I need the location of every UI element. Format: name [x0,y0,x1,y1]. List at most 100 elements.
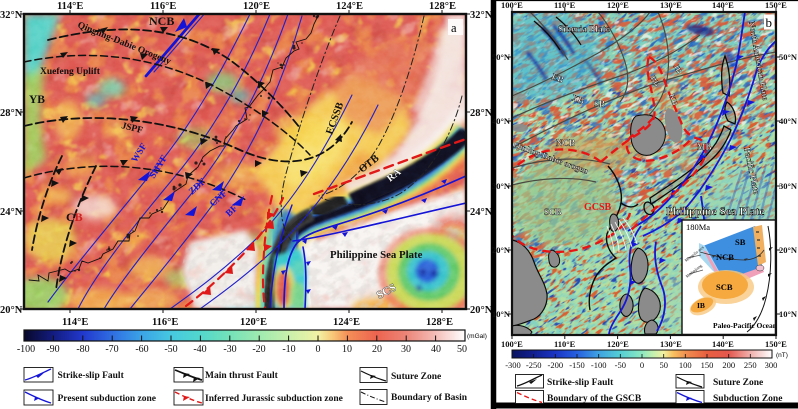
svg-text:-100: -100 [591,360,607,370]
svg-text:-30: -30 [223,344,236,355]
svg-text:200: 200 [722,360,735,370]
svg-text:SB: SB [594,99,605,109]
svg-text:KB: KB [667,93,680,108]
svg-text:0: 0 [316,344,321,355]
svg-text:24°N: 24°N [470,207,493,218]
svg-text:Suture Zone: Suture Zone [713,378,763,388]
svg-text:Subduction Zone: Subduction Zone [713,394,782,404]
svg-text:120°E: 120°E [607,339,629,349]
svg-text:130°E: 130°E [660,339,682,349]
svg-text:GCSB: GCSB [584,202,612,213]
svg-text:300: 300 [765,360,778,370]
svg-text:Paleo-Pacific Ocean: Paleo-Pacific Ocean [713,321,778,330]
svg-text:250: 250 [744,360,757,370]
svg-text:SCB: SCB [716,282,733,292]
svg-text:130°E: 130°E [660,0,682,10]
svg-text:120°E: 120°E [607,0,629,10]
svg-text:Philippine Sea Plate: Philippine Sea Plate [330,249,423,261]
svg-text:Inferred Jurassic subduction: Inferred Jurassic subduction zone [205,394,343,404]
svg-text:28°N: 28°N [470,108,493,119]
svg-text:50°N: 50°N [492,52,511,62]
svg-text:SCB: SCB [544,207,562,217]
svg-text:SB: SB [735,237,746,247]
svg-text:110°E: 110°E [554,0,576,10]
svg-text:Philippine Sea Plate: Philippine Sea Plate [666,206,764,218]
svg-text:124°E: 124°E [333,317,360,328]
svg-text:-200: -200 [548,360,564,370]
svg-text:180Ma: 180Ma [686,222,710,232]
svg-text:32°N: 32°N [470,10,493,21]
svg-text:116°E: 116°E [152,317,178,328]
svg-text:150°E: 150°E [765,339,787,349]
svg-text:40: 40 [431,344,441,355]
svg-text:-150: -150 [569,360,585,370]
svg-text:Boundary of the GSCB: Boundary of the GSCB [547,394,642,404]
svg-text:NCB: NCB [716,252,734,262]
svg-text:114°E: 114°E [62,317,88,328]
svg-text:YB: YB [29,94,45,106]
svg-text:Strike-slip Fault: Strike-slip Fault [547,378,614,388]
svg-text:Suture Zone: Suture Zone [391,372,441,382]
svg-text:30°N: 30°N [492,181,511,191]
svg-text:150°E: 150°E [765,0,787,10]
svg-text:Present subduction zone: Present subduction zone [58,394,157,404]
svg-text:110°E: 110°E [554,339,576,349]
svg-text:IB: IB [697,301,705,310]
svg-text:32°N: 32°N [0,10,23,21]
svg-text:-10: -10 [282,344,295,355]
svg-text:40°N: 40°N [492,116,511,126]
svg-text:30°N: 30°N [779,181,798,191]
svg-text:(nT): (nT) [776,352,788,359]
svg-text:124°E: 124°E [336,1,363,12]
svg-text:100°E: 100°E [501,339,523,349]
svg-text:150: 150 [701,360,714,370]
svg-text:MB: MB [697,142,712,152]
svg-text:-250: -250 [526,360,542,370]
svg-text:EB: EB [550,71,565,85]
svg-text:114°E: 114°E [57,1,83,12]
svg-text:a: a [451,21,457,35]
svg-text:-300: -300 [505,360,521,370]
svg-text:-50: -50 [615,360,626,370]
svg-text:40°N: 40°N [779,116,798,126]
svg-text:-40: -40 [193,344,206,355]
svg-text:100°E: 100°E [501,0,523,10]
svg-text:50: 50 [659,360,668,370]
svg-text:20°N: 20°N [492,245,511,255]
svg-text:20°N: 20°N [0,305,23,316]
svg-text:10°N: 10°N [779,309,798,319]
svg-text:30: 30 [401,344,411,355]
svg-text:b: b [766,15,773,30]
svg-text:-90: -90 [46,344,59,355]
svg-text:28°N: 28°N [0,108,23,119]
svg-text:20: 20 [372,344,382,355]
svg-text:-80: -80 [76,344,89,355]
svg-text:-100: -100 [17,344,35,355]
svg-text:24°N: 24°N [0,207,23,218]
svg-text:NCB: NCB [556,138,575,148]
svg-text:0: 0 [640,360,644,370]
svg-text:20°N: 20°N [470,305,493,316]
svg-text:50°N: 50°N [779,52,798,62]
svg-text:10: 10 [342,344,352,355]
svg-text:Siberia Plate: Siberia Plate [558,25,610,35]
svg-text:50: 50 [457,344,467,355]
svg-text:NCB: NCB [149,14,174,28]
svg-text:Main thrust Fault: Main thrust Fault [205,371,279,381]
svg-text:Strike-slip Fault: Strike-slip Fault [58,371,125,381]
svg-text:Boundary of Basin: Boundary of Basin [391,393,468,403]
svg-text:116°E: 116°E [150,1,176,12]
svg-text:-50: -50 [164,344,177,355]
svg-text:(mGal): (mGal) [467,333,487,340]
svg-text:XB: XB [570,92,585,106]
svg-text:120°E: 120°E [240,317,267,328]
svg-text:120°E: 120°E [243,1,270,12]
svg-text:20°N: 20°N [779,245,798,255]
svg-text:140°E: 140°E [712,0,734,10]
svg-text:Xuefeng Uplift: Xuefeng Uplift [40,67,101,77]
svg-text:-20: -20 [252,344,265,355]
svg-text:140°E: 140°E [712,339,734,349]
svg-text:128°E: 128°E [426,317,453,328]
svg-text:10°N: 10°N [492,309,511,319]
svg-text:128°E: 128°E [429,1,456,12]
